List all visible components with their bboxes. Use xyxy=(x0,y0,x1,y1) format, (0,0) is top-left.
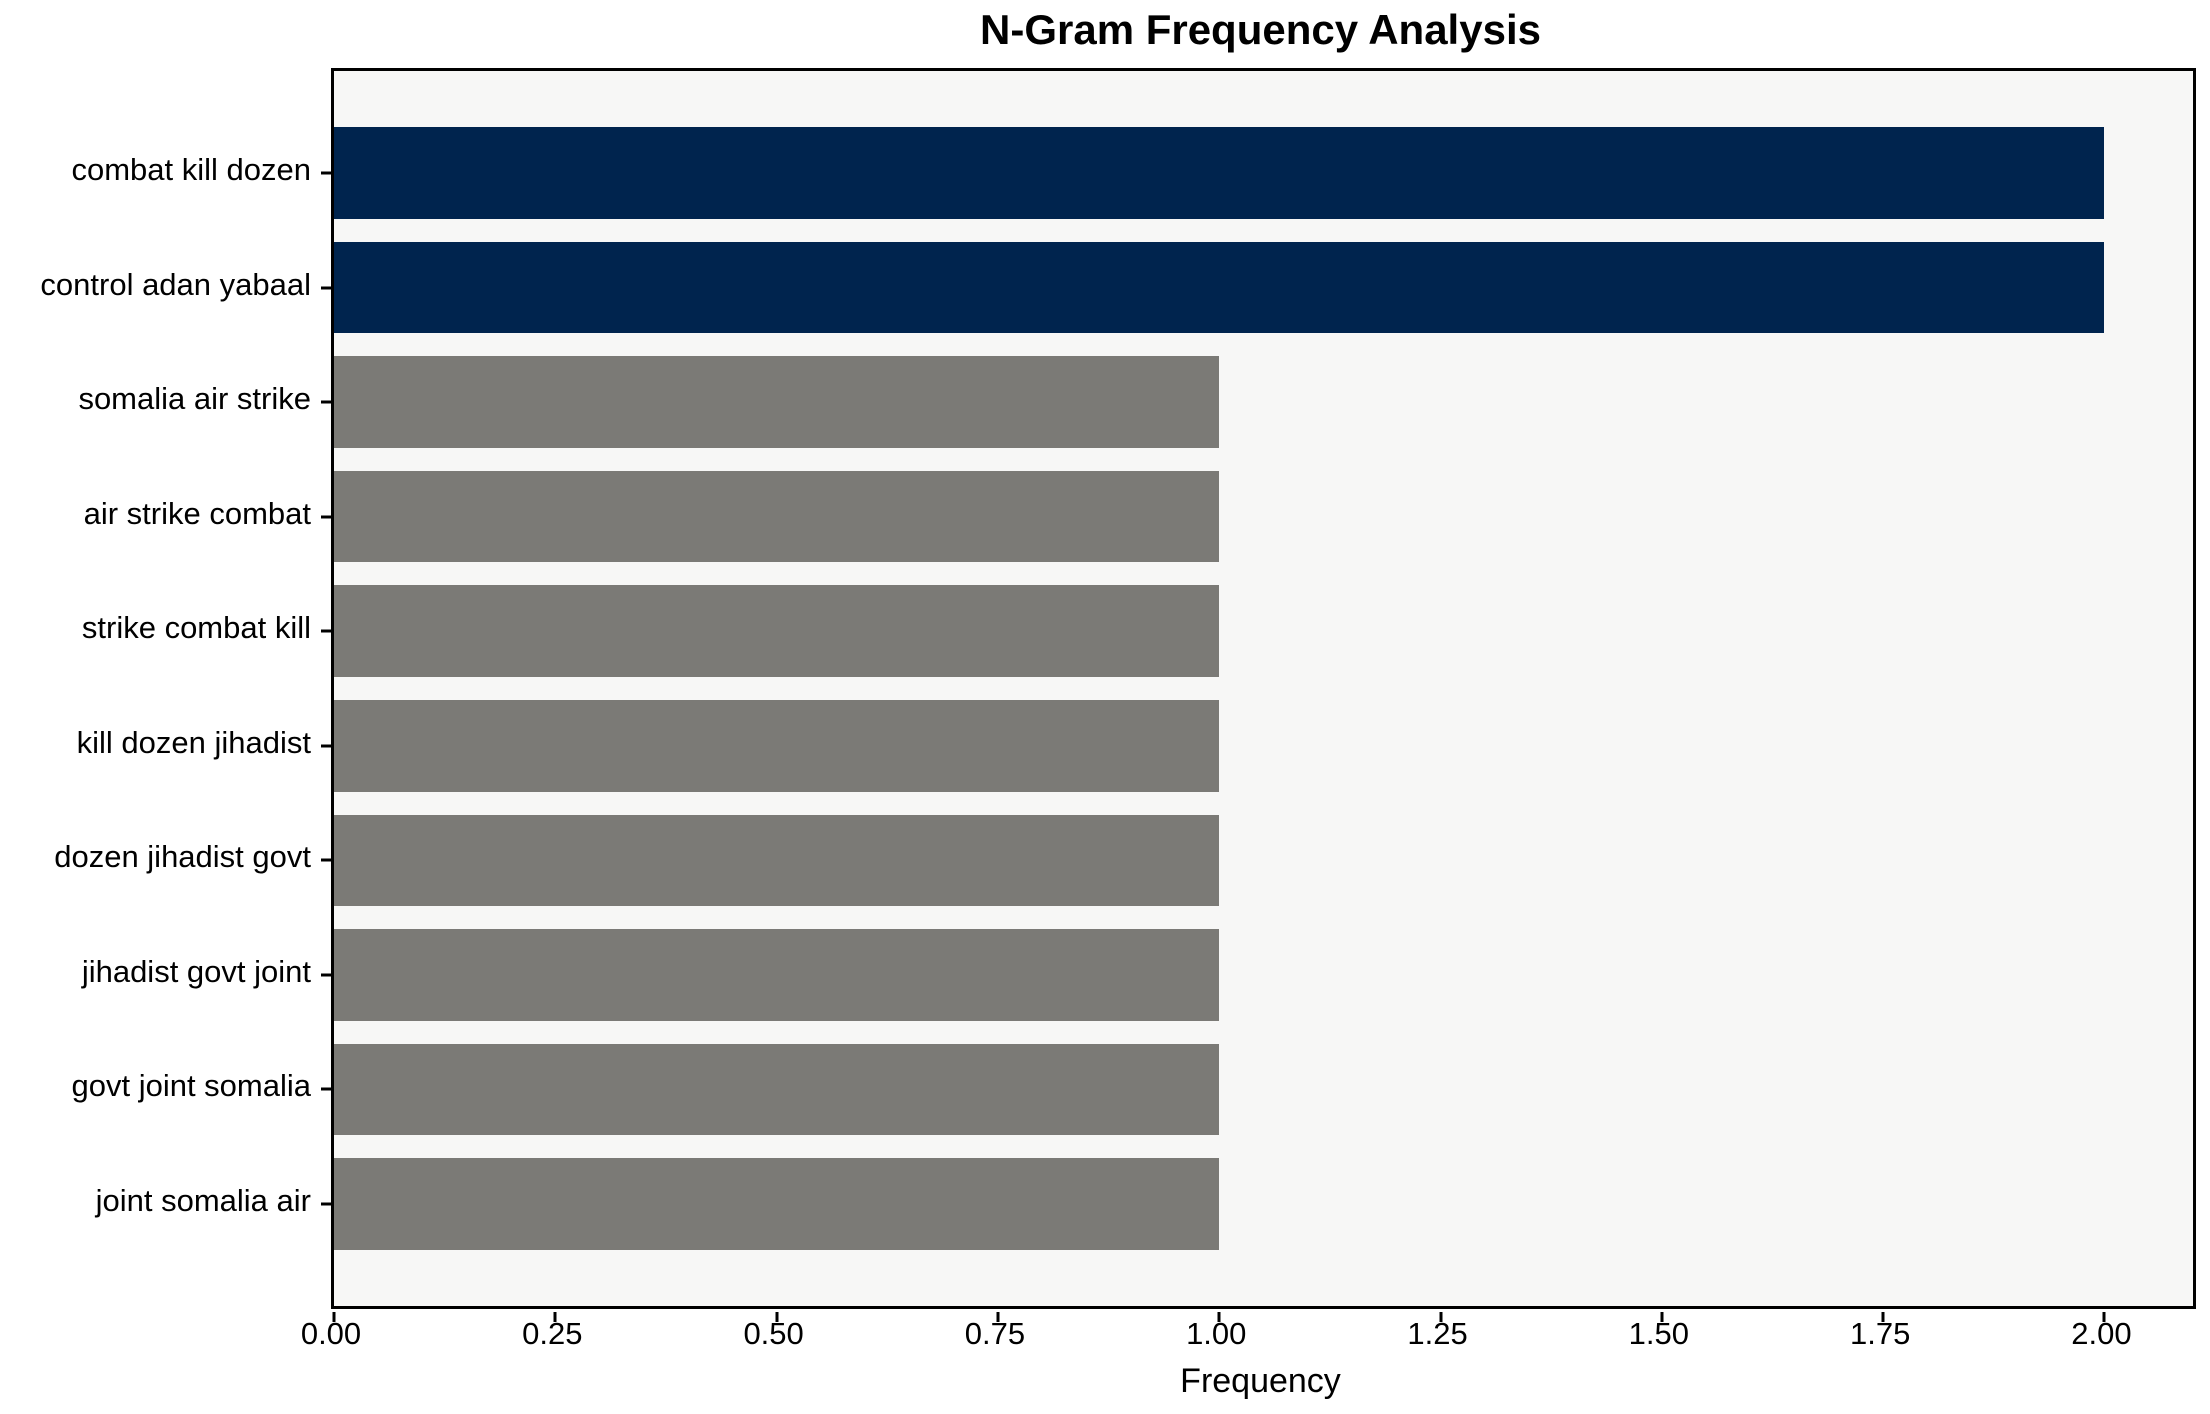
y-tick-mark xyxy=(321,515,331,519)
y-tick-label: control adan yabaal xyxy=(40,266,311,302)
y-tick-label: jihadist govt joint xyxy=(81,953,311,989)
x-tick-mark xyxy=(2102,1312,2106,1322)
y-tick-mark xyxy=(321,400,331,404)
x-tick-mark xyxy=(996,1312,1000,1322)
y-axis-labels: combat kill dozen control adan yabaal soma… xyxy=(0,68,311,1303)
x-tick-label: 0.50 xyxy=(743,1316,804,1351)
x-tick-mark xyxy=(332,1312,336,1322)
y-tick-label: joint somalia air xyxy=(95,1183,311,1219)
x-axis-tick-labels: 0.00 0.25 0.50 0.75 1.00 1.25 1.50 1.75 2.00 xyxy=(301,1316,2190,1356)
y-tick-mark xyxy=(321,858,331,862)
y-tick-mark xyxy=(321,1202,331,1206)
chart-title: N-Gram Frequency Analysis xyxy=(980,6,1541,53)
bar xyxy=(334,929,1220,1021)
y-tick-label: strike combat kill xyxy=(81,610,311,646)
x-tick-label: 1.50 xyxy=(1628,1316,1690,1351)
x-tick-mark xyxy=(553,1312,557,1322)
x-tick-mark xyxy=(1217,1312,1221,1322)
y-tick-label: kill dozen jihadist xyxy=(76,724,311,760)
bar xyxy=(334,814,1220,907)
y-tick-label: air strike combat xyxy=(83,495,311,531)
x-tick-label: 0.00 xyxy=(300,1316,362,1351)
x-tick-label: 1.25 xyxy=(1407,1316,1468,1351)
x-axis-label: Frequency xyxy=(1180,1362,1341,1400)
bar xyxy=(334,1043,1220,1136)
x-tick-label: 0.75 xyxy=(964,1316,1026,1351)
x-tick-label: 1.00 xyxy=(1186,1316,1247,1351)
x-tick-label: 2.00 xyxy=(2071,1316,2132,1351)
y-tick-mark xyxy=(321,286,331,290)
bar xyxy=(334,470,1220,563)
y-tick-mark xyxy=(321,171,331,175)
y-tick-label: dozen jihadist govt xyxy=(54,839,311,875)
y-tick-mark xyxy=(321,1087,331,1091)
x-tick-label: 1.75 xyxy=(1849,1316,1911,1351)
x-tick-mark xyxy=(775,1312,779,1322)
bar xyxy=(334,241,2105,334)
y-tick-mark xyxy=(321,744,331,748)
y-tick-label: govt joint somalia xyxy=(71,1068,311,1104)
x-tick-mark xyxy=(1881,1312,1885,1322)
x-tick-mark xyxy=(1439,1312,1443,1322)
bar xyxy=(334,1158,1220,1250)
plot-area xyxy=(321,68,2196,1322)
x-tick-mark xyxy=(1660,1312,1664,1322)
bar xyxy=(334,127,2105,219)
bar xyxy=(334,356,1220,448)
bar xyxy=(334,699,1220,792)
y-tick-mark xyxy=(321,629,331,633)
bar xyxy=(334,585,1220,678)
x-tick-label: 0.25 xyxy=(522,1316,583,1351)
y-tick-label: combat kill dozen xyxy=(71,151,311,187)
y-tick-label: somalia air strike xyxy=(78,381,311,417)
bars-container xyxy=(334,71,2193,1306)
y-tick-mark xyxy=(321,973,331,977)
